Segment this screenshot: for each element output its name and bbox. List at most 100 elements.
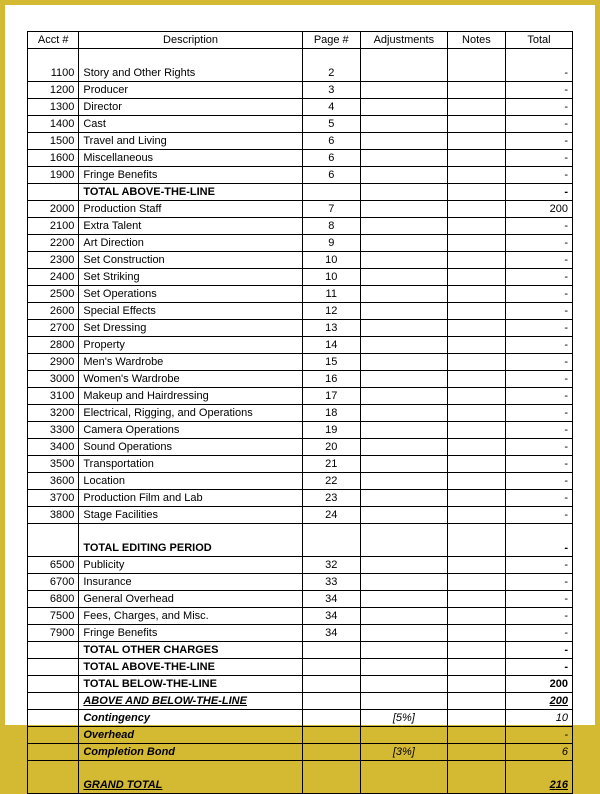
cell <box>360 524 447 541</box>
cell-adj <box>360 388 447 405</box>
cell-total: - <box>505 150 572 167</box>
cell-desc: Travel and Living <box>79 133 302 150</box>
cell-notes <box>447 659 505 676</box>
cell-page <box>302 642 360 659</box>
cell-adj <box>360 184 447 201</box>
cell-notes <box>447 371 505 388</box>
cell-total: - <box>505 99 572 116</box>
cell-notes <box>447 167 505 184</box>
budget-sheet: Acct # Description Page # Adjustments No… <box>5 5 595 725</box>
table-row: 3300Camera Operations19- <box>28 422 573 439</box>
cell-total: - <box>505 133 572 150</box>
table-row <box>28 524 573 541</box>
cell-acct: 3300 <box>28 422 79 439</box>
cell-total: - <box>505 82 572 99</box>
cell-adj <box>360 235 447 252</box>
cell-notes <box>447 625 505 642</box>
cell-desc: TOTAL BELOW-THE-LINE <box>79 676 302 693</box>
cell-acct: 3800 <box>28 507 79 524</box>
col-notes: Notes <box>447 32 505 49</box>
cell-desc: Set Dressing <box>79 320 302 337</box>
cell-desc: TOTAL ABOVE-THE-LINE <box>79 659 302 676</box>
table-row: TOTAL BELOW-THE-LINE200 <box>28 676 573 693</box>
cell-acct: 3600 <box>28 473 79 490</box>
cell-notes <box>447 456 505 473</box>
cell-desc: Production Staff <box>79 201 302 218</box>
cell <box>505 524 572 541</box>
table-row: 2100Extra Talent8- <box>28 218 573 235</box>
cell-acct: 1600 <box>28 150 79 167</box>
cell-desc: Electrical, Rigging, and Operations <box>79 405 302 422</box>
cell-total: 6 <box>505 744 572 761</box>
cell-notes <box>447 201 505 218</box>
cell <box>447 761 505 778</box>
cell-page <box>302 659 360 676</box>
cell-page: 23 <box>302 490 360 507</box>
cell-page <box>302 676 360 693</box>
cell-desc: Makeup and Hairdressing <box>79 388 302 405</box>
cell <box>447 49 505 66</box>
cell-notes <box>447 744 505 761</box>
cell-acct: 2000 <box>28 201 79 218</box>
cell-page <box>302 184 360 201</box>
cell-acct: 2700 <box>28 320 79 337</box>
cell-page: 5 <box>302 116 360 133</box>
cell-desc: TOTAL OTHER CHARGES <box>79 642 302 659</box>
cell-page: 8 <box>302 218 360 235</box>
cell-adj <box>360 252 447 269</box>
cell-page: 21 <box>302 456 360 473</box>
col-acct: Acct # <box>28 32 79 49</box>
cell-page: 15 <box>302 354 360 371</box>
table-row: 1600Miscellaneous6- <box>28 150 573 167</box>
cell <box>79 49 302 66</box>
cell-adj <box>360 269 447 286</box>
cell-desc: Stage Facilities <box>79 507 302 524</box>
cell-total: - <box>505 490 572 507</box>
cell-notes <box>447 337 505 354</box>
cell-page <box>302 710 360 727</box>
cell-notes <box>447 574 505 591</box>
cell-notes <box>447 557 505 574</box>
cell-desc: TOTAL ABOVE-THE-LINE <box>79 184 302 201</box>
cell-page: 3 <box>302 82 360 99</box>
cell-acct: 2200 <box>28 235 79 252</box>
cell-notes <box>447 439 505 456</box>
cell-total: - <box>505 557 572 574</box>
cell-total: - <box>505 337 572 354</box>
cell-total: - <box>505 625 572 642</box>
cell-total: - <box>505 320 572 337</box>
cell-adj <box>360 65 447 82</box>
table-row: 7900Fringe Benefits34- <box>28 625 573 642</box>
cell-notes <box>447 777 505 794</box>
cell-acct <box>28 777 79 794</box>
cell-total: - <box>505 507 572 524</box>
cell-acct: 2100 <box>28 218 79 235</box>
cell <box>505 49 572 66</box>
cell <box>447 524 505 541</box>
cell <box>28 761 79 778</box>
cell-total: - <box>505 252 572 269</box>
cell-adj <box>360 422 447 439</box>
cell-desc: Contingency <box>79 710 302 727</box>
cell-page: 22 <box>302 473 360 490</box>
cell-page: 2 <box>302 65 360 82</box>
cell-adj <box>360 490 447 507</box>
cell-adj <box>360 99 447 116</box>
table-row: 6700Insurance33- <box>28 574 573 591</box>
cell-notes <box>447 320 505 337</box>
cell-notes <box>447 133 505 150</box>
table-row: Overhead- <box>28 727 573 744</box>
cell-desc: Transportation <box>79 456 302 473</box>
cell-total: - <box>505 65 572 82</box>
cell-adj <box>360 320 447 337</box>
cell-acct: 1100 <box>28 65 79 82</box>
cell-desc: GRAND TOTAL <box>79 777 302 794</box>
cell-desc: Set Construction <box>79 252 302 269</box>
cell-notes <box>447 150 505 167</box>
cell-notes <box>447 269 505 286</box>
cell-total: - <box>505 608 572 625</box>
cell-notes <box>447 608 505 625</box>
cell-total: - <box>505 659 572 676</box>
cell-page <box>302 744 360 761</box>
cell-notes <box>447 65 505 82</box>
